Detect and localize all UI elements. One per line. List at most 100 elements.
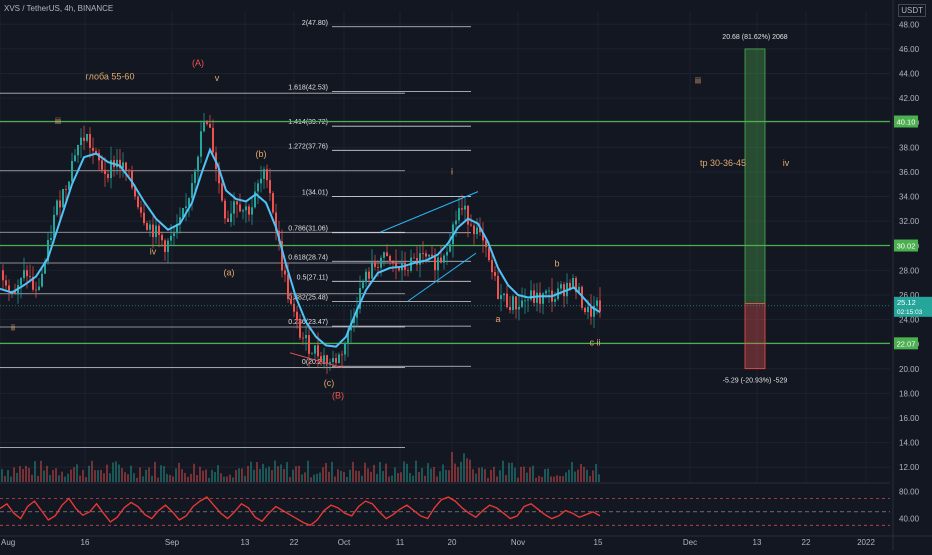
volume-bar [457,467,459,482]
candle-body [224,200,226,219]
candle-body [578,286,580,293]
candle-body [233,201,235,214]
wave-label: b [554,259,559,269]
candle-body [446,251,448,256]
volume-bar [115,461,117,482]
volume-bar [235,470,237,482]
y-tick-label: 28.00 [899,266,920,275]
y-tick-label: 48.00 [899,20,920,29]
volume-bar [88,465,90,482]
volume-bar [304,472,306,482]
candle-body [362,282,364,289]
candle-body [74,155,76,161]
volume-bar [103,473,105,482]
volume-bar [586,469,588,482]
candle-body [236,201,238,205]
measure-loss-box [744,303,766,370]
candle-body [152,224,154,238]
volume-bar [256,462,258,482]
candle-body [221,183,223,201]
volume-bar [64,476,66,482]
volume-bar [583,466,585,482]
candle-body [323,355,325,362]
candle-body [104,169,106,174]
wave-label: a [495,314,500,324]
currency-button[interactable]: USDT [898,4,926,17]
wave-label: c ii [590,337,601,347]
candle-body [281,241,283,271]
y-tick-label: 46.00 [899,45,920,54]
volume-bar [493,466,495,482]
candle-body [539,292,541,304]
volume-bar [253,469,255,482]
candle-body [161,234,163,241]
candle-body [251,207,253,215]
volume-bar [274,460,276,482]
y-tick-label: 42.00 [899,94,920,103]
volume-bar [292,469,294,482]
candle-body [137,196,139,208]
volume-bar [145,469,147,482]
volume-bar [589,476,591,482]
volume-bar [175,468,177,482]
wave-label: (b) [256,149,267,159]
volume-bar [490,469,492,482]
candle-body [65,188,67,190]
volume-bar [406,463,408,482]
candle-body [368,271,370,279]
volume-bar [514,467,516,482]
candle-body [299,320,301,338]
volume-bar [91,460,93,482]
volume-bar [316,473,318,482]
volume-bar [331,461,333,482]
ema-line [0,147,601,348]
x-tick-label: Sep [165,538,180,547]
candle-body [269,180,271,194]
volume-bar [46,465,48,482]
candle-body [128,170,130,172]
candle-body [596,300,598,306]
candle-body [14,291,16,295]
volume-bar [49,474,51,482]
wave-label: (A) [192,58,204,68]
candle-body [146,223,148,230]
volume-bar [520,466,522,482]
y-tick-label: 36.00 [899,168,920,177]
volume-bar [205,469,207,482]
volume-bar [100,469,102,482]
candle-body [365,271,367,283]
candle-body [242,210,244,212]
fib-level-label: 1.414(39.72) [288,119,328,126]
wave-label: (a) [224,267,235,277]
candle-body [71,160,73,182]
candle-body [536,292,538,303]
candle-body [44,261,46,274]
volume-bar [556,475,558,482]
candle-body [200,131,202,157]
candle-body [77,144,79,156]
volume-bar [79,475,81,482]
candle-body [347,330,349,344]
candle-body [140,207,142,213]
volume-bar [262,463,264,482]
volume-bar [16,472,18,482]
volume-bar [319,472,321,482]
volume-bar [271,470,273,482]
candle-body [332,358,334,363]
volume-bar [364,462,366,482]
candle-body [38,286,40,290]
fib-level-label: 0.618(28.74) [288,254,328,261]
volume-bar [565,472,567,482]
volume-bar [523,466,525,482]
volume-bar [82,469,84,482]
volume-bar [67,473,69,482]
volume-bar [322,467,324,482]
wave-label: iii [55,116,61,126]
candle-body [182,207,184,218]
candle-body [389,256,391,262]
volume-bar [472,469,474,482]
price-tag-label: 40.10 [897,118,916,127]
measure-down-label: -5.29 (-20.93%) -529 [723,378,788,385]
candle-body [440,257,442,263]
volume-bar [157,477,159,482]
